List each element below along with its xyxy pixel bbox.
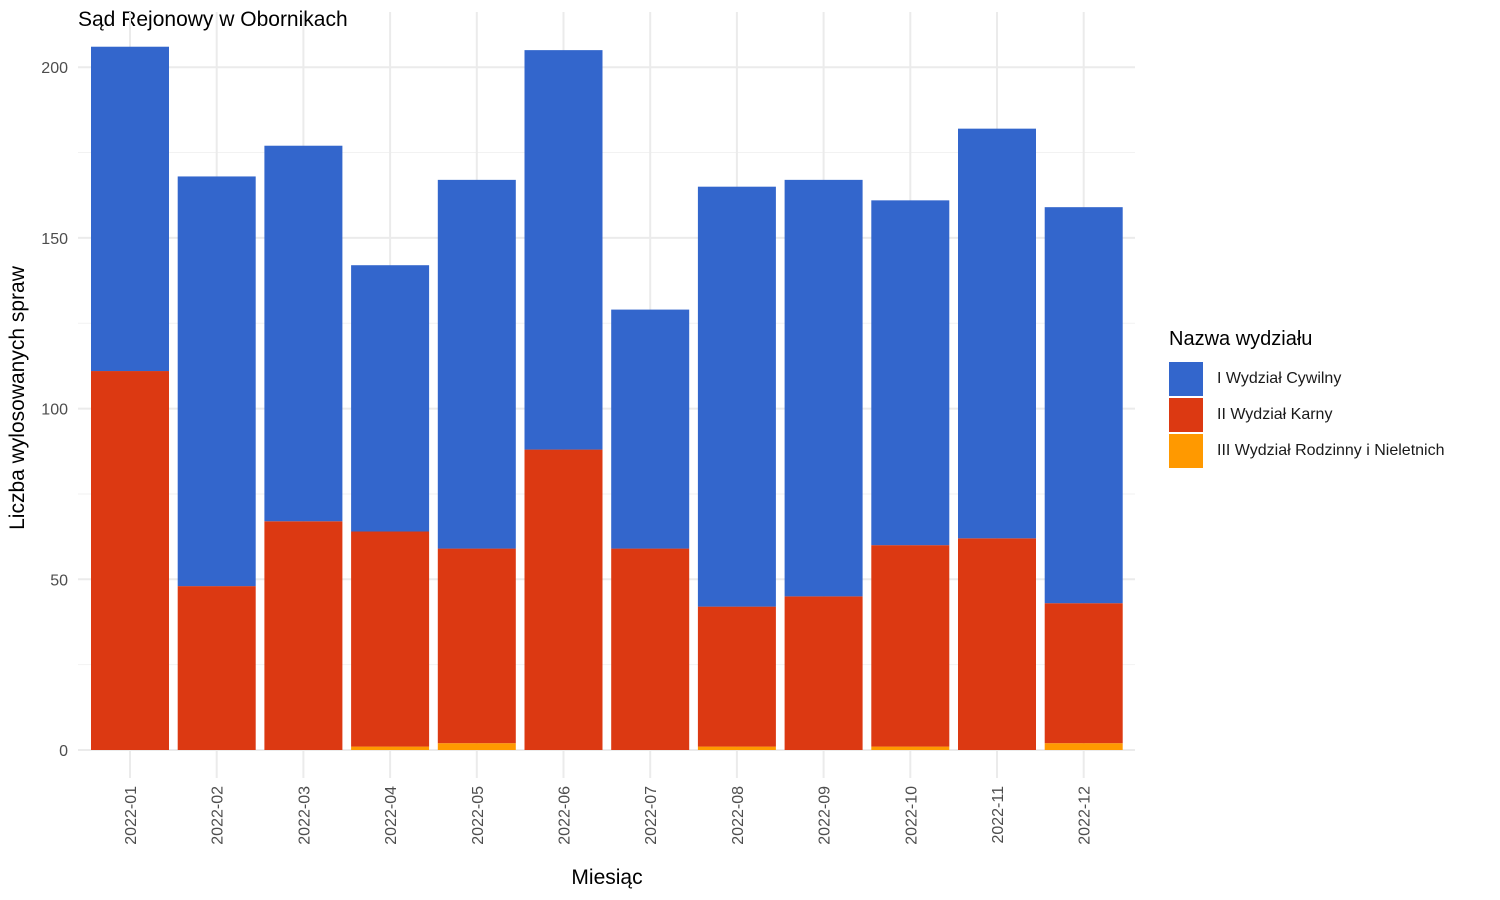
y-tick-label: 200 (41, 60, 68, 77)
x-tick-label: 2022-12 (1077, 786, 1094, 845)
x-tick-label: 2022-10 (903, 786, 920, 845)
y-tick-label: 0 (59, 743, 68, 760)
bar-segment (91, 46, 169, 372)
legend-swatch (1169, 434, 1203, 468)
bar-segment (1044, 603, 1123, 744)
bar-segment (697, 746, 776, 750)
bar-segment (958, 538, 1036, 750)
legend-title: Nazwa wydziału (1169, 328, 1313, 350)
bar-segment (177, 586, 256, 750)
bar-segment (1044, 207, 1123, 604)
x-tick-label: 2022-11 (990, 786, 1007, 844)
bar-segment (871, 545, 950, 747)
x-tick-label: 2022-01 (123, 786, 140, 845)
bar-segment (91, 371, 169, 750)
x-tick-label: 2022-09 (817, 786, 834, 845)
legend-label: II Wydział Karny (1217, 406, 1333, 423)
bar-segment (264, 145, 343, 522)
bar-segment (697, 186, 776, 607)
bar-segment (351, 746, 430, 750)
legend: Nazwa wydziału I Wydział Cywilny II Wydzi… (1169, 328, 1445, 469)
bar-segment (611, 548, 690, 750)
y-axis-label: Liczba wylosowanych spraw (6, 266, 29, 530)
bar-segment (784, 179, 863, 597)
y-tick-label: 150 (41, 231, 68, 248)
bar-segment (1044, 743, 1123, 750)
chart-title: Sąd Rejonowy w Obornikach (78, 8, 348, 31)
x-tick-label: 2022-06 (557, 786, 574, 845)
bar-segment (697, 606, 776, 747)
x-tick-label: 2022-02 (210, 786, 227, 845)
legend-item: III Wydział Rodzinny i Nieletnich (1169, 433, 1445, 469)
bar-segment (871, 200, 950, 546)
legend-swatch (1169, 398, 1203, 432)
bar-segment (177, 176, 256, 587)
y-tick-label: 100 (41, 402, 68, 419)
legend-swatch (1169, 362, 1203, 396)
bar-segment (437, 743, 516, 750)
legend-label: I Wydział Cywilny (1217, 370, 1342, 387)
bar-segment (611, 309, 690, 549)
legend-items: I Wydział Cywilny II Wydział Karny III Wyd… (1169, 361, 1445, 469)
bar-segment (871, 746, 950, 750)
bar-segment (958, 128, 1036, 539)
bar-segment (351, 265, 430, 532)
bar-segment (351, 531, 430, 747)
y-tick-label: 50 (50, 572, 68, 589)
bar-segment (437, 179, 516, 549)
bar-segment (784, 596, 863, 750)
bar-segment (524, 449, 603, 750)
x-tick-label: 2022-07 (643, 786, 660, 845)
bar-segment (264, 521, 343, 750)
bar-segment (524, 50, 603, 450)
x-tick-label: 2022-03 (296, 786, 313, 845)
x-tick-label: 2022-05 (470, 786, 487, 845)
x-tick-label: 2022-04 (383, 786, 400, 845)
legend-label: III Wydział Rodzinny i Nieletnich (1217, 442, 1445, 459)
x-tick-label: 2022-08 (730, 786, 747, 845)
legend-item: I Wydział Cywilny (1169, 361, 1445, 397)
bar-segment (437, 548, 516, 744)
legend-item: II Wydział Karny (1169, 397, 1445, 433)
